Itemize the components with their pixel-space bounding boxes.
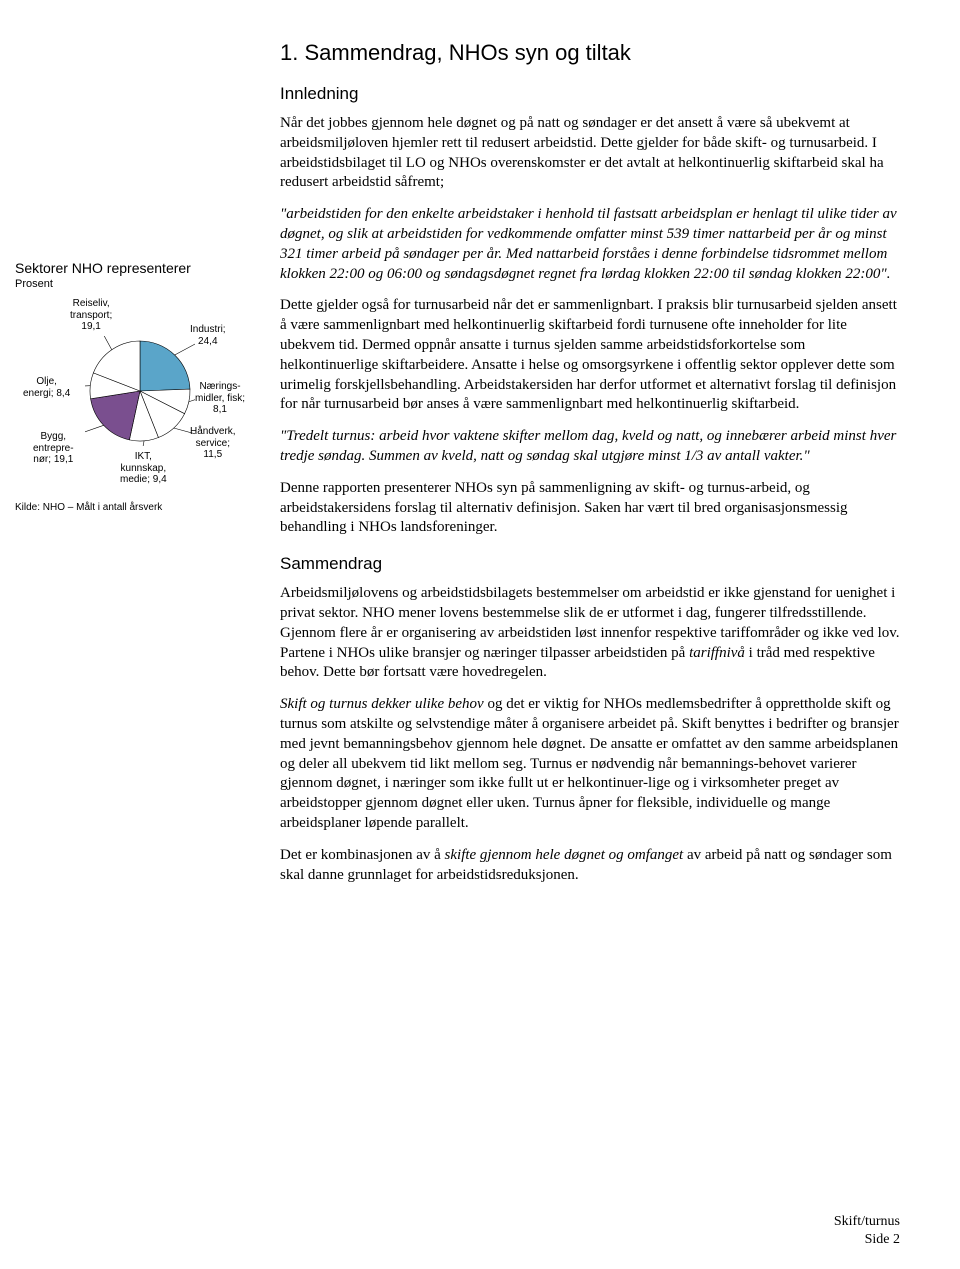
pie-svg	[85, 336, 195, 446]
pie-slice-label: Industri; 24,4	[190, 324, 226, 347]
footer-line-1: Skift/turnus	[834, 1213, 900, 1231]
pie-leader-line	[85, 386, 90, 388]
paragraph-2-quote: "arbeidstiden for den enkelte arbeidstak…	[280, 205, 900, 284]
chart-title: Sektorer NHO representerer	[15, 260, 265, 276]
page: 1. Sammendrag, NHOs syn og tiltak Innled…	[0, 0, 960, 1269]
footer-line-2: Side 2	[834, 1231, 900, 1249]
chart-source: Kilde: NHO – Målt i antall årsverk	[15, 502, 265, 513]
paragraph-8: Det er kombinasjonen av å skifte gjennom…	[280, 846, 900, 886]
pie-slice-label: Bygg, entrepre- nør; 19,1	[33, 431, 74, 466]
paragraph-5: Denne rapporten presenterer NHOs syn på …	[280, 479, 900, 538]
paragraph-1: Når det jobbes gjennom hele døgnet og på…	[280, 114, 900, 193]
main-column: 1. Sammendrag, NHOs syn og tiltak Innled…	[280, 40, 900, 885]
sidebar-chart-panel: Sektorer NHO representerer Prosent Indus…	[15, 260, 265, 513]
pie-slice-label: Håndverk, service; 11,5	[190, 426, 236, 461]
pie-slice-label: Olje, energi; 8,4	[23, 376, 70, 399]
heading-main: 1. Sammendrag, NHOs syn og tiltak	[280, 40, 900, 66]
pie-slice-label: Reiseliv, transport; 19,1	[70, 298, 112, 333]
pie-slice-label: Nærings- midler, fisk; 8,1	[195, 381, 245, 416]
chart-subtitle: Prosent	[15, 278, 265, 290]
subheading-innledning: Innledning	[280, 84, 900, 104]
pie-leader-line	[140, 441, 144, 446]
paragraph-7: Skift og turnus dekker ulike behov og de…	[280, 695, 900, 834]
pie-chart: Industri; 24,4 Nærings- midler, fisk; 8,1…	[15, 296, 265, 496]
pie-slice-label: IKT, kunnskap, medie; 9,4	[120, 451, 167, 486]
footer: Skift/turnus Side 2	[834, 1213, 900, 1249]
paragraph-3: Dette gjelder også for turnusarbeid når …	[280, 296, 900, 415]
paragraph-6: Arbeidsmiljølovens og arbeidstidsbilaget…	[280, 584, 900, 683]
pie-slice	[140, 341, 190, 391]
paragraph-4-quote: "Tredelt turnus: arbeid hvor vaktene ski…	[280, 427, 900, 467]
pie-leader-line	[90, 336, 112, 350]
pie-leader-line	[85, 425, 104, 443]
subheading-sammendrag: Sammendrag	[280, 554, 900, 574]
